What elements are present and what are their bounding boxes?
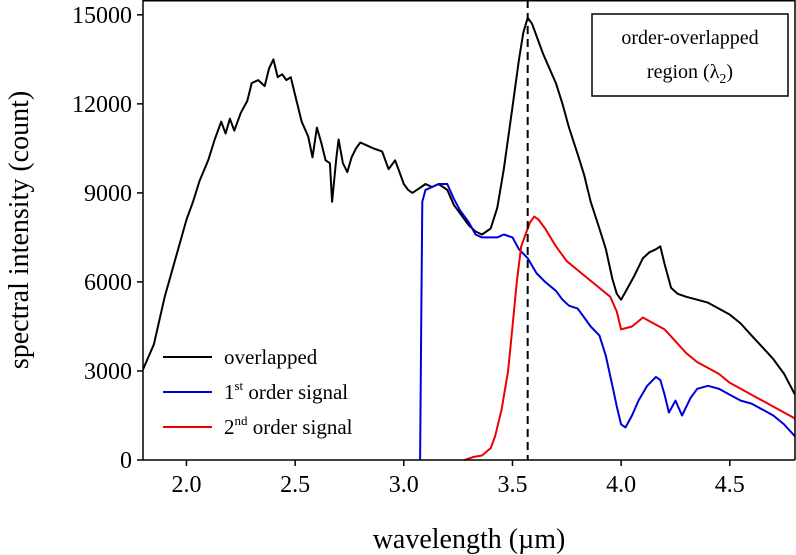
series-line-1st-order-signal bbox=[419, 183, 795, 460]
y-tick-label: 15000 bbox=[72, 3, 132, 29]
x-axis-title: wavelength (µm) bbox=[373, 524, 566, 555]
series-line-2nd-order-signal bbox=[464, 215, 795, 460]
annotation-line1: order-overlapped bbox=[621, 27, 758, 49]
y-tick-label: 3000 bbox=[84, 359, 132, 385]
y-tick-label: 6000 bbox=[84, 270, 132, 296]
legend-label-overlapped: overlapped bbox=[224, 345, 318, 369]
annotation-box: order-overlapped region (λ2) bbox=[591, 13, 789, 97]
y-tick-label: 0 bbox=[120, 448, 132, 474]
annotation-line2: region (λ2) bbox=[647, 61, 733, 87]
series-line-overlapped bbox=[143, 16, 795, 396]
x-tick-label: 2.5 bbox=[280, 472, 310, 498]
x-tick-label: 4.5 bbox=[715, 472, 745, 498]
x-tick-label: 3.0 bbox=[389, 472, 419, 498]
y-tick-label: 12000 bbox=[72, 92, 132, 118]
legend-label-2nd-order: 2nd order signal bbox=[224, 413, 353, 439]
legend: overlapped 1st order signal 2nd order si… bbox=[163, 345, 353, 439]
y-axis-title: spectral intensity (count) bbox=[4, 91, 35, 369]
y-tick-label: 9000 bbox=[84, 181, 132, 207]
x-tick-label: 2.0 bbox=[171, 472, 201, 498]
x-tick-label: 3.5 bbox=[497, 472, 527, 498]
x-tick-label: 4.0 bbox=[606, 472, 636, 498]
legend-label-1st-order: 1st order signal bbox=[224, 378, 348, 404]
